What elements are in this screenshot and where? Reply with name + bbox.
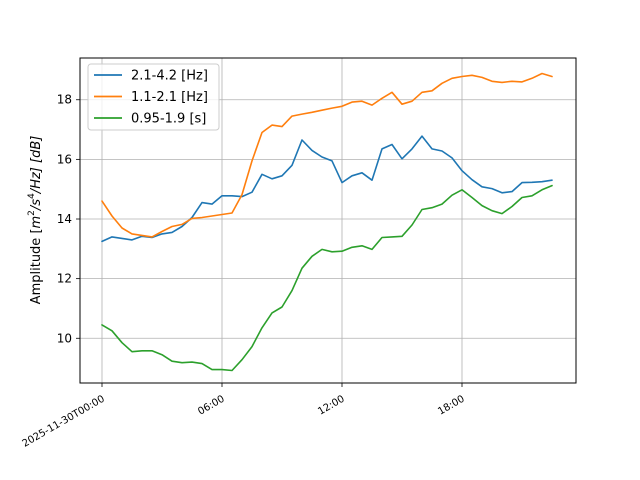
legend-label-1: 2.1-4.2 [Hz] (131, 69, 208, 84)
y-axis-label-hz: /Hz] [dB] (29, 136, 44, 195)
y-tick-label: 14 (57, 212, 72, 226)
series-layer (101, 72, 553, 372)
series-line-2 (101, 72, 553, 238)
y-axis-label-s: /s (29, 199, 44, 211)
legend: 2.1-4.2 [Hz] 1.1-2.1 [Hz] 0.95-1.9 [s] (87, 63, 220, 131)
series-line-1 (101, 135, 553, 243)
y-tick-label: 18 (57, 93, 72, 107)
y-axis-label-prefix: Amplitude [ (29, 228, 44, 304)
y-axis-label: Amplitude [m2/s4/Hz] [dB] (27, 136, 44, 305)
legend-label-3: 0.95-1.9 [s] (131, 112, 206, 127)
plot-frame (79, 57, 577, 384)
y-axis: 10 12 14 16 18 (57, 93, 80, 345)
y-tick-label: 10 (57, 331, 72, 345)
legend-label-2: 1.1-2.1 [Hz] (131, 90, 208, 105)
y-axis-label-exp4: 4 (27, 193, 37, 199)
y-axis-label-m: m (29, 216, 44, 229)
y-tick-label: 12 (57, 272, 72, 286)
y-tick-label: 16 (57, 152, 72, 166)
series-line-3 (101, 184, 553, 372)
legend-box (87, 63, 220, 131)
y-axis-label-exp2: 2 (27, 210, 37, 216)
